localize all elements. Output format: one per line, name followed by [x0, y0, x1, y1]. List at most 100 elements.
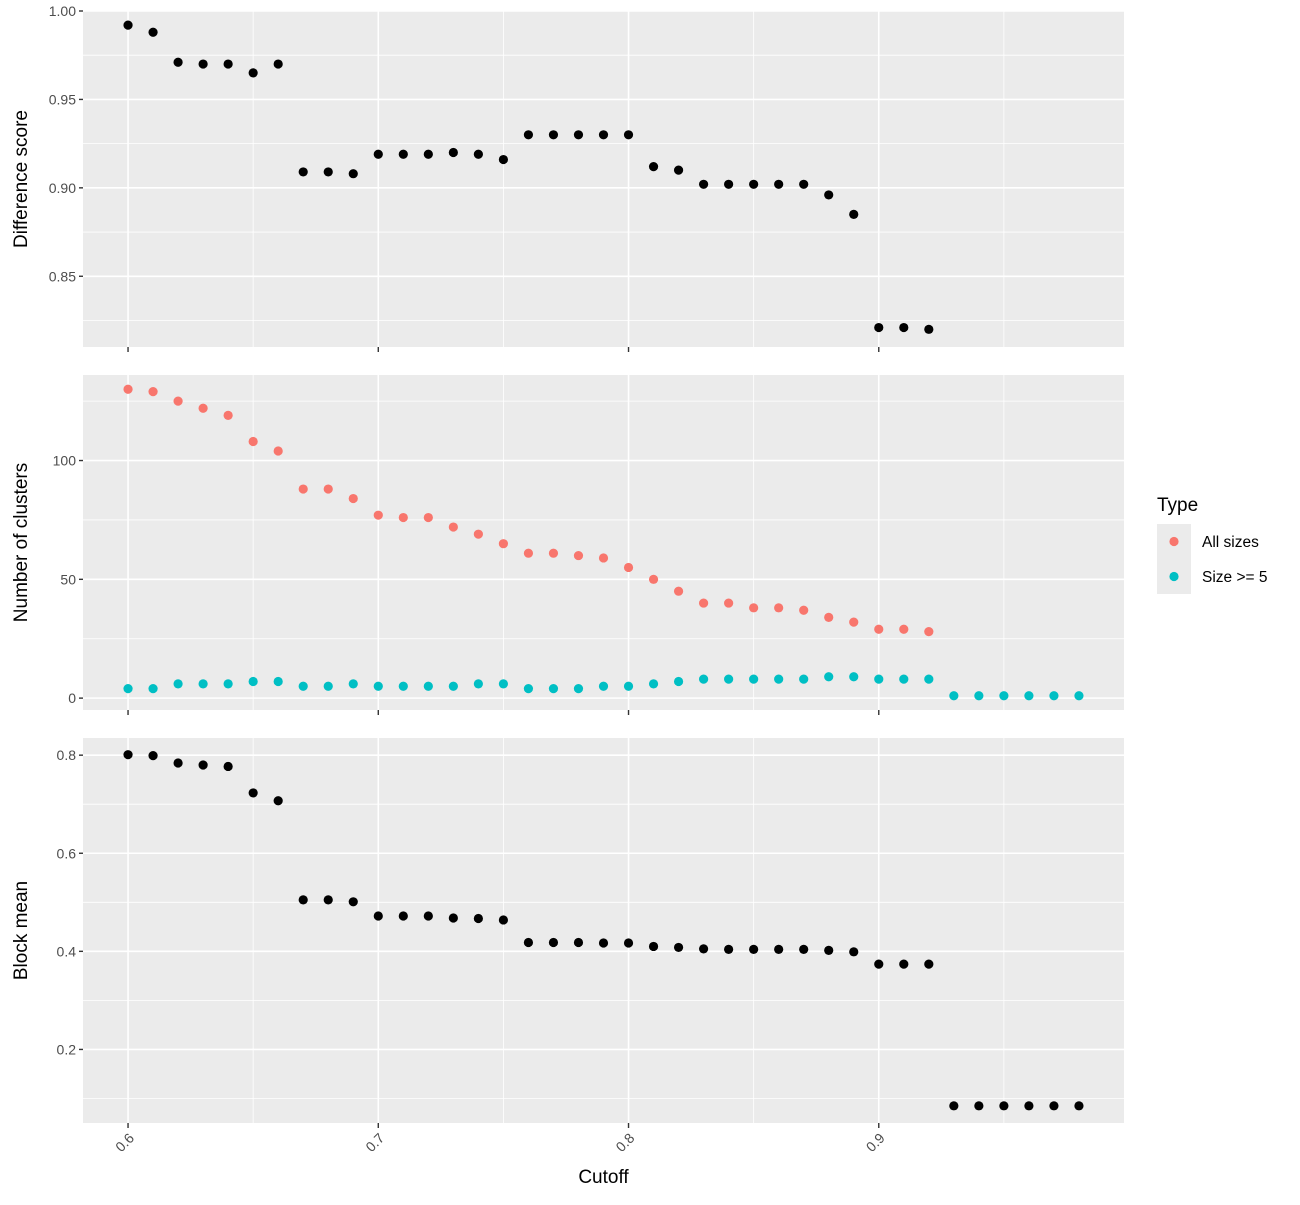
data-point-size-5	[373, 681, 383, 691]
legend-marker	[1169, 571, 1179, 582]
data-point-bottom	[774, 944, 784, 954]
data-point-size-5	[248, 676, 258, 687]
data-point-bottom	[323, 895, 333, 905]
data-point-top	[323, 167, 333, 177]
data-point-bottom	[824, 945, 834, 955]
data-point-bottom	[523, 937, 534, 948]
data-point-bottom	[799, 944, 809, 954]
data-point-all-sizes	[774, 603, 784, 613]
data-point-all-sizes	[373, 510, 383, 520]
data-point-top	[749, 179, 759, 189]
data-point-top	[198, 59, 208, 69]
data-point-size-5	[473, 679, 483, 689]
legend: Type All sizes Size >= 5	[1157, 495, 1268, 594]
data-point-all-sizes	[573, 550, 584, 561]
data-point-size-5	[849, 672, 859, 682]
data-point-bottom	[398, 911, 408, 921]
data-point-top	[273, 59, 283, 69]
data-point-size-5	[398, 681, 408, 691]
data-point-size-5	[273, 676, 283, 687]
data-point-all-sizes	[323, 484, 333, 494]
data-point-all-sizes	[298, 484, 308, 494]
x-tick-label: 0.9	[863, 1130, 888, 1155]
data-point-bottom	[148, 751, 158, 761]
data-point-all-sizes	[874, 624, 884, 634]
data-point-all-sizes	[398, 512, 408, 523]
data-point-bottom	[423, 911, 433, 921]
data-point-bottom	[623, 938, 634, 948]
y-tick-label: 0	[68, 690, 76, 706]
data-point-bottom	[698, 944, 709, 954]
y-axis-title: Difference score	[11, 110, 32, 248]
panel-top: 0.85 0.90 0.95 1.00 Difference score	[11, 3, 1124, 352]
data-point-size-5	[874, 674, 884, 684]
data-point-bottom	[1024, 1101, 1034, 1111]
data-point-top	[598, 130, 609, 140]
data-point-size-5	[698, 674, 709, 684]
data-point-top	[373, 149, 383, 159]
y-tick-label: 0.4	[57, 943, 77, 959]
data-point-size-5	[598, 681, 609, 691]
data-point-top	[473, 149, 483, 159]
data-point-size-5	[498, 679, 509, 689]
data-point-bottom	[648, 941, 659, 952]
data-point-bottom	[298, 895, 308, 905]
data-point-bottom	[874, 959, 884, 969]
data-point-bottom	[173, 758, 183, 768]
y-tick-label: 0.90	[49, 180, 76, 196]
data-point-top	[573, 130, 584, 140]
data-point-size-5	[1049, 691, 1059, 701]
data-point-bottom	[348, 897, 358, 907]
panel-background	[83, 738, 1124, 1123]
data-point-all-sizes	[548, 548, 559, 558]
data-point-size-5	[673, 676, 684, 687]
data-point-top	[874, 322, 884, 333]
data-point-size-5	[548, 684, 559, 694]
data-point-size-5	[824, 672, 834, 682]
y-tick-label: 0.8	[57, 747, 77, 763]
data-point-bottom	[724, 944, 734, 954]
x-tick-label: 0.6	[112, 1130, 137, 1155]
data-point-bottom	[949, 1101, 959, 1111]
data-point-bottom	[473, 913, 483, 924]
data-point-size-5	[924, 674, 934, 684]
data-point-size-5	[198, 679, 208, 689]
data-point-size-5	[1074, 691, 1084, 701]
data-point-bottom	[198, 760, 208, 770]
y-tick-label: 0.85	[49, 268, 76, 284]
data-point-all-sizes	[648, 574, 659, 584]
y-tick-label: 0.6	[57, 845, 77, 861]
data-point-all-sizes	[623, 562, 634, 573]
legend-label: Size >= 5	[1202, 569, 1268, 586]
data-point-bottom	[123, 750, 133, 760]
data-point-size-5	[523, 684, 534, 694]
data-point-bottom	[223, 761, 233, 772]
data-point-all-sizes	[724, 598, 734, 608]
data-point-size-5	[123, 684, 133, 694]
y-tick-label: 50	[60, 571, 76, 587]
data-point-bottom	[899, 959, 909, 969]
data-point-top	[523, 130, 534, 140]
data-point-size-5	[223, 679, 233, 689]
data-point-bottom	[498, 915, 509, 925]
data-point-bottom	[974, 1101, 984, 1111]
data-point-all-sizes	[248, 436, 258, 447]
data-point-size-5	[724, 674, 734, 684]
data-point-all-sizes	[448, 522, 458, 532]
data-point-all-sizes	[749, 603, 759, 613]
data-point-size-5	[949, 691, 959, 701]
panel-background	[83, 375, 1124, 710]
data-point-all-sizes	[498, 539, 509, 549]
data-point-bottom	[273, 796, 283, 806]
data-point-bottom	[373, 911, 383, 921]
data-point-size-5	[173, 679, 183, 689]
legend-title: Type	[1157, 495, 1198, 516]
data-point-top	[423, 149, 433, 159]
data-point-top	[248, 68, 258, 78]
legend-label: All sizes	[1202, 534, 1259, 551]
data-point-all-sizes	[924, 626, 934, 637]
data-point-top	[774, 179, 784, 189]
data-point-bottom	[548, 937, 559, 948]
